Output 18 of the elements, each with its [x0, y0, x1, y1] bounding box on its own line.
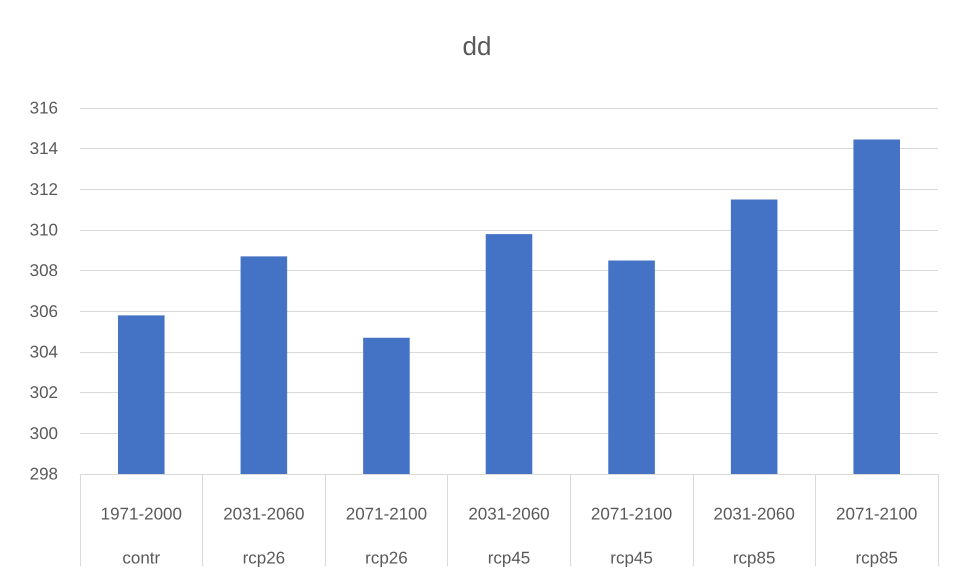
category-label: 1971-2000 contr	[100, 504, 182, 568]
category-label: 2031-2060 rcp26	[223, 504, 305, 568]
category-label: 2071-2100 rcp45	[590, 504, 672, 568]
y-tick-label: 302	[30, 383, 58, 402]
y-tick-label: 316	[30, 98, 58, 118]
y-tick-label: 306	[30, 302, 58, 321]
category-label: 2031-2060 rcp45	[468, 504, 550, 568]
category-label: 2071-2100 rcp26	[346, 504, 428, 568]
y-tick-label: 304	[30, 342, 58, 362]
chart-title: dd	[462, 31, 492, 61]
category-label: 2031-2060 rcp85	[713, 504, 795, 568]
y-tick-label: 308	[30, 261, 58, 280]
y-tick-label: 298	[30, 464, 58, 484]
y-tick-label: 312	[30, 180, 58, 199]
y-tick-label: 314	[30, 139, 58, 158]
category-label: 2071-2100 rcp85	[836, 504, 918, 568]
y-tick-label: 300	[30, 424, 58, 443]
y-tick-label: 310	[30, 220, 58, 240]
